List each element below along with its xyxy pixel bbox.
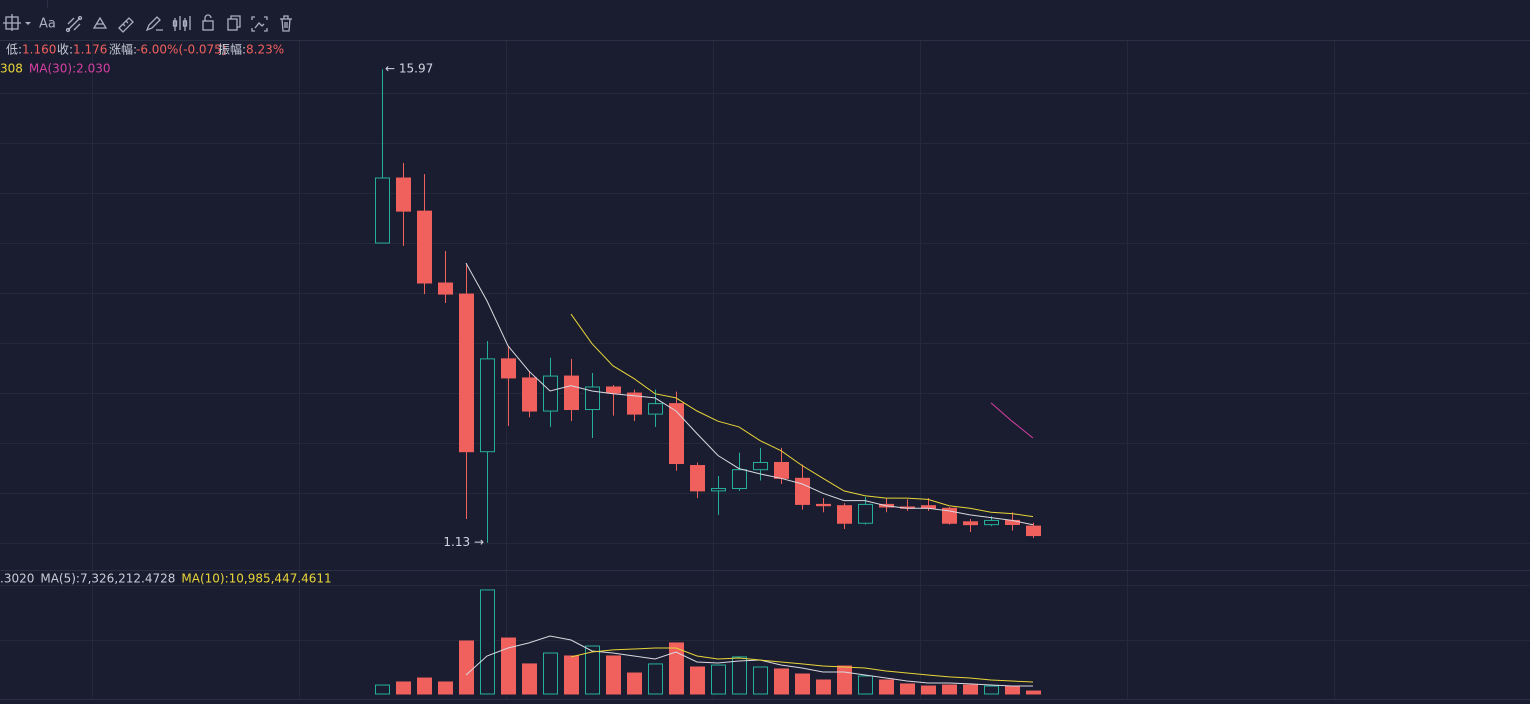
volume-bar (648, 663, 663, 695)
volume-bar (879, 679, 894, 695)
volume-bar (963, 684, 978, 695)
crosshair-tool[interactable] (3, 14, 31, 31)
volume-bar (984, 685, 999, 695)
candle-body (375, 177, 390, 244)
fib-tool[interactable] (65, 15, 83, 33)
volume-legend: MA(10):10,985,447.4611 (181, 572, 331, 586)
volume-bar (585, 645, 600, 695)
volume-bar (732, 656, 747, 695)
volume-bar (837, 665, 852, 695)
volume-bar (690, 666, 705, 695)
copy-tool[interactable] (227, 15, 241, 31)
lock-tool[interactable] (202, 14, 214, 31)
volume-ma-line (570, 647, 1034, 683)
candle-body (585, 386, 600, 411)
candle-body (984, 519, 999, 526)
pattern-tool[interactable] (92, 16, 108, 29)
volume-bar (564, 655, 579, 695)
candle-body (690, 465, 705, 492)
volume-bar (627, 672, 642, 695)
candle-body (522, 377, 537, 412)
volume-ma-line (465, 635, 1033, 687)
volume-bar (480, 589, 495, 695)
candle-body (669, 403, 684, 464)
ma-line (465, 262, 1034, 526)
candle-body (501, 358, 516, 379)
delete-tool[interactable] (280, 15, 292, 32)
grid (0, 41, 1530, 699)
candle-body (438, 282, 453, 295)
candle-body (417, 210, 432, 284)
candle-body (774, 461, 789, 479)
candle-body (564, 375, 579, 411)
amplitude-value: 8.23% (246, 43, 284, 57)
candle-body (648, 403, 663, 415)
volume-bar (774, 668, 789, 695)
volume-bar (669, 642, 684, 695)
low-label: 低: (6, 43, 22, 57)
candle-body (963, 521, 978, 526)
volume-bar (1005, 685, 1020, 695)
indicator-tool[interactable] (172, 16, 191, 31)
volume-bar (858, 675, 873, 695)
candle-body (543, 375, 558, 412)
volume-bar (417, 677, 432, 695)
close-value: 1.176 (73, 43, 107, 57)
volume-legend: MA(5):7,326,212.4728 (40, 572, 175, 586)
volume-bar (711, 664, 726, 695)
info-bar: 低: 1.160 收: 1.176 涨幅: -6.00%(-0.075) 振幅:… (6, 42, 284, 57)
ma-line (570, 313, 1034, 518)
close-label: 收: (57, 43, 73, 57)
toolbar: Aa (3, 14, 292, 33)
candle-body (753, 461, 768, 471)
volume-legend: .3020 (0, 572, 34, 586)
volume-bar (1026, 690, 1041, 695)
volume-bar (459, 640, 474, 695)
candle-body (606, 386, 621, 394)
change-value: -6.00%(-0.075) (136, 43, 227, 57)
volume-bar (795, 673, 810, 695)
screenshot-tool[interactable] (251, 16, 268, 32)
volume-bar (816, 679, 831, 695)
high-annotation: ← 15.97 (385, 62, 433, 76)
candle-body (732, 469, 747, 490)
volume-bar (900, 683, 915, 695)
change-label: 涨幅: (109, 42, 137, 57)
candle-body (816, 503, 831, 507)
candle-body (837, 505, 852, 524)
volume-bar (438, 681, 453, 695)
ruler-tool[interactable] (118, 17, 134, 33)
low-annotation: 1.13 → (443, 535, 484, 549)
volume-bar (606, 655, 621, 695)
ma-line (990, 402, 1034, 439)
ma-legend: MA(30):2.030 (29, 62, 111, 76)
candle-body (459, 293, 474, 453)
volume-bar (375, 684, 390, 695)
candle-body (795, 477, 810, 505)
volume-bar (396, 681, 411, 695)
candle-body (711, 488, 726, 492)
brush-tool[interactable] (145, 16, 163, 32)
volume-bar (501, 637, 516, 695)
candle-body (396, 177, 411, 212)
candle-body (627, 392, 642, 415)
volume-bar (921, 685, 936, 695)
candle-body (858, 503, 873, 524)
volume-bar (522, 663, 537, 695)
volume-bar (942, 684, 957, 695)
amplitude-label: 振幅: (218, 42, 246, 57)
ma-legend: 308 (0, 62, 23, 76)
text-tool[interactable]: Aa (39, 17, 56, 32)
candle-body (480, 358, 495, 453)
low-value: 1.160 (22, 43, 56, 57)
candle-body (1026, 525, 1041, 537)
volume-bar (543, 652, 558, 695)
volume-bar (753, 666, 768, 695)
